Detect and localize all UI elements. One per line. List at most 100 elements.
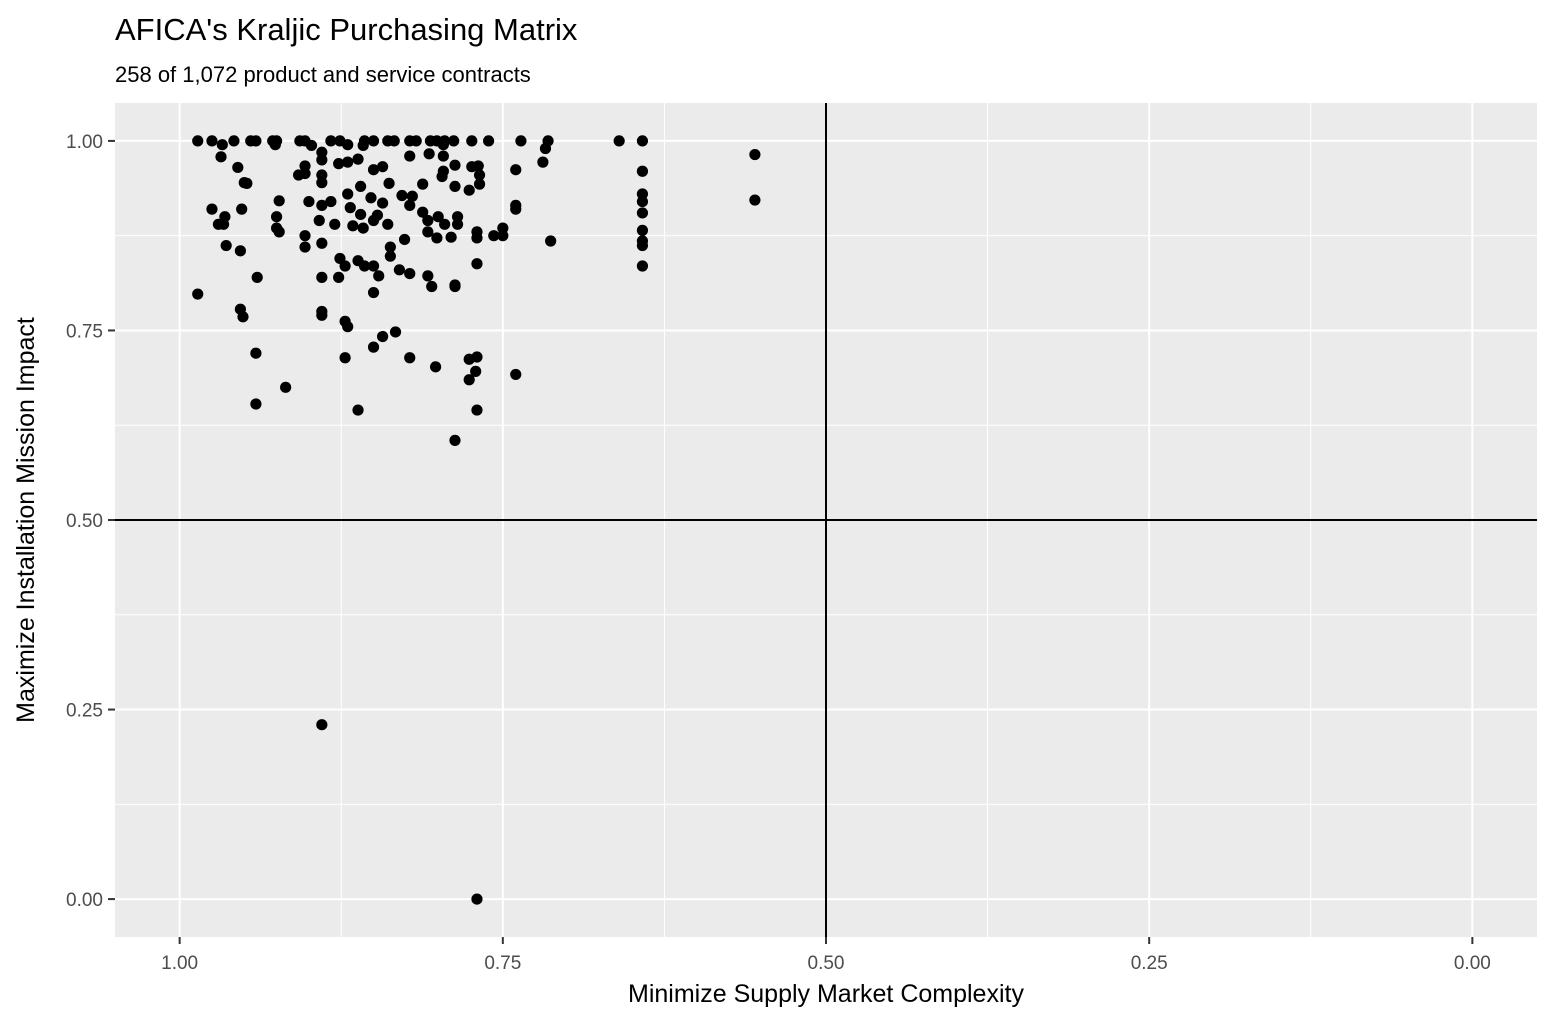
data-point	[376, 161, 389, 173]
y-tick-label: 0.00	[66, 890, 103, 911]
data-point	[636, 135, 649, 147]
data-point	[352, 404, 364, 416]
data-point	[431, 232, 443, 244]
chart-subtitle: 258 of 1,072 product and service contrac…	[115, 62, 531, 87]
data-point	[539, 142, 552, 155]
data-point	[241, 177, 253, 189]
data-point	[636, 207, 649, 219]
data-point	[545, 235, 557, 247]
data-point	[449, 180, 461, 192]
data-point	[365, 192, 377, 204]
data-point	[422, 214, 434, 227]
data-point	[215, 151, 227, 163]
data-point	[236, 203, 248, 215]
data-point	[206, 135, 218, 147]
data-point	[410, 135, 422, 147]
data-point	[237, 311, 249, 323]
data-point	[473, 178, 486, 190]
data-point	[192, 288, 204, 300]
data-point	[510, 164, 522, 176]
data-point	[316, 237, 328, 249]
data-point	[373, 270, 385, 282]
data-point	[273, 226, 285, 238]
data-point	[426, 280, 438, 293]
data-point	[357, 222, 369, 234]
x-tick-label: 0.00	[1454, 953, 1491, 974]
data-point	[376, 330, 389, 343]
data-point	[515, 135, 527, 147]
data-point	[388, 135, 400, 147]
data-point	[473, 169, 486, 181]
y-tick-label: 0.75	[66, 321, 103, 342]
data-point	[220, 239, 232, 252]
data-point	[342, 139, 354, 151]
data-point	[448, 135, 460, 147]
data-point	[613, 135, 625, 147]
data-point	[269, 139, 281, 151]
data-point	[367, 164, 380, 176]
data-point	[234, 245, 246, 257]
data-point	[313, 214, 325, 227]
data-point	[270, 211, 283, 223]
data-point	[749, 148, 761, 161]
data-point	[471, 258, 483, 270]
data-point	[217, 218, 230, 230]
data-point	[471, 893, 483, 905]
data-point	[636, 224, 649, 236]
data-point	[325, 195, 337, 208]
data-point	[333, 158, 345, 170]
data-point	[299, 241, 311, 253]
data-point	[355, 180, 367, 192]
data-point	[482, 135, 495, 147]
data-point	[383, 177, 395, 189]
data-point	[471, 351, 483, 363]
data-point	[273, 195, 285, 207]
data-point	[280, 381, 292, 393]
data-point	[305, 139, 318, 152]
data-point	[228, 135, 240, 147]
data-point	[423, 148, 435, 160]
data-point	[537, 156, 549, 168]
data-point	[749, 194, 761, 206]
data-point	[510, 368, 522, 381]
data-point	[393, 264, 405, 276]
data-point	[342, 321, 354, 333]
data-point	[437, 139, 449, 151]
data-point	[376, 197, 389, 209]
data-point	[451, 218, 464, 230]
data-point	[316, 199, 328, 211]
data-point	[347, 220, 359, 232]
data-point	[339, 352, 351, 364]
x-tick-label: 0.50	[808, 953, 845, 974]
data-point	[404, 267, 416, 280]
data-point	[325, 135, 337, 147]
data-point	[316, 154, 328, 166]
data-point	[250, 347, 262, 359]
data-point	[299, 230, 311, 242]
data-point	[636, 165, 649, 177]
data-point	[367, 286, 380, 299]
data-point	[355, 208, 367, 221]
x-tick-label: 1.00	[161, 953, 198, 974]
data-point	[636, 239, 649, 252]
data-point	[398, 233, 411, 246]
data-points	[192, 135, 761, 905]
data-point	[439, 218, 451, 230]
data-point	[250, 135, 262, 147]
data-point	[357, 139, 369, 152]
x-tick-label: 0.25	[1131, 953, 1168, 974]
data-point	[367, 214, 380, 227]
data-point	[432, 211, 444, 223]
data-point	[232, 161, 244, 174]
y-axis-title: Maximize Installation Mission Impact	[12, 317, 40, 723]
x-axis-ticks: 1.00 0.75 0.50 0.25 0.00	[161, 937, 1491, 974]
data-point	[316, 177, 328, 189]
data-point	[251, 271, 263, 283]
data-point	[449, 279, 461, 291]
data-point	[437, 150, 449, 162]
data-point	[470, 365, 482, 377]
chart-title: AFICA's Kraljic Purchasing Matrix	[115, 12, 578, 47]
data-point	[192, 135, 204, 147]
reference-lines	[115, 103, 1537, 937]
data-point	[339, 260, 351, 272]
